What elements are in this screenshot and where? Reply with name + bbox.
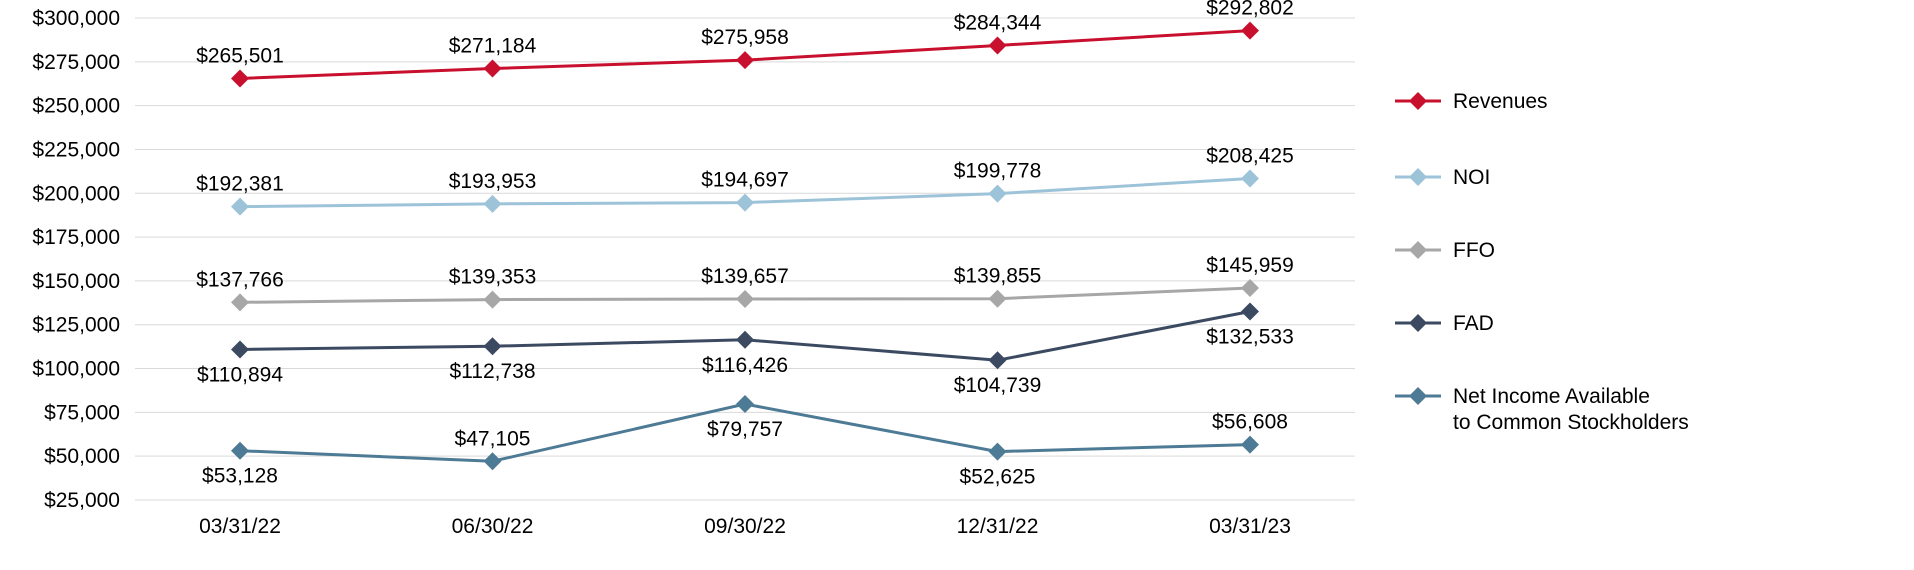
legend-label: to Common Stockholders [1453,411,1689,434]
data-point-label: $284,344 [954,11,1042,34]
y-axis-tick-label: $75,000 [44,401,120,424]
y-axis-tick-label: $225,000 [32,138,120,161]
data-point-label: $139,657 [701,265,789,288]
data-point-label: $199,778 [954,160,1042,183]
data-point-label: $137,766 [196,268,284,291]
legend-label: Net Income Available [1453,385,1650,408]
x-axis-tick-label: 03/31/23 [1209,515,1291,538]
y-axis-tick-label: $50,000 [44,445,120,468]
y-axis-tick-label: $200,000 [32,182,120,205]
x-axis-tick-label: 09/30/22 [704,515,786,538]
data-point-label: $271,184 [449,35,537,58]
y-axis-tick-label: $125,000 [32,314,120,337]
y-axis-tick-label: $275,000 [32,51,120,74]
data-point-label: $193,953 [449,170,537,193]
x-axis-tick-label: 03/31/22 [199,515,281,538]
data-point-label: $265,501 [196,44,284,67]
data-point-label: $132,533 [1206,326,1294,349]
y-axis-tick-label: $250,000 [32,95,120,118]
data-point-label: $145,959 [1206,254,1294,277]
data-point-label: $104,739 [954,374,1042,397]
data-point-label: $192,381 [196,173,284,196]
y-axis-tick-label: $25,000 [44,489,120,512]
data-point-label: $53,128 [202,465,278,488]
data-point-label: $194,697 [701,169,789,192]
legend-label: FAD [1453,312,1494,335]
data-point-label: $52,625 [960,466,1036,489]
data-point-label: $47,105 [455,427,531,450]
financial-line-chart: $25,000 $50,000 $75,000 $100,000 $125,000 $15… [0,0,1914,570]
data-point-label: $116,426 [702,354,788,377]
data-point-label: $56,608 [1212,411,1288,434]
x-axis-tick-label: 06/30/22 [452,515,534,538]
x-axis-tick-label: 12/31/22 [957,515,1039,538]
legend-label: NOI [1453,166,1490,189]
data-point-label: $79,757 [707,418,783,441]
y-axis-tick-label: $150,000 [32,270,120,293]
y-axis-tick-label: $175,000 [32,226,120,249]
chart-svg: $25,000 $50,000 $75,000 $100,000 $125,000 $15… [0,0,1914,570]
legend-label: Revenues [1453,90,1548,113]
data-point-label: $292,802 [1206,0,1294,20]
data-point-label: $275,958 [701,26,789,49]
legend-label: FFO [1453,239,1495,262]
data-point-label: $208,425 [1206,145,1294,168]
data-point-label: $139,353 [449,266,537,289]
y-axis-tick-label: $100,000 [32,358,120,381]
y-axis-tick-label: $300,000 [32,7,120,30]
data-point-label: $139,855 [954,265,1042,288]
data-point-label: $110,894 [197,363,283,386]
data-point-label: $112,738 [449,360,535,383]
